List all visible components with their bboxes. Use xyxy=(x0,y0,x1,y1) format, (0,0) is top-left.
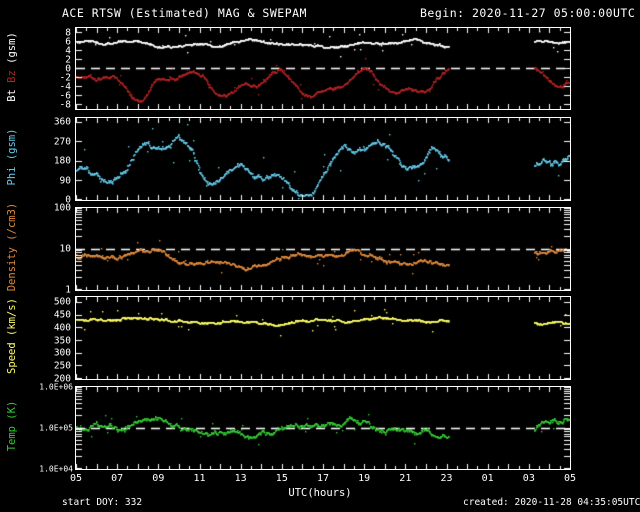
y-tick-label: 90 xyxy=(59,175,71,187)
x-tick-label: 05 xyxy=(563,473,577,484)
y-tick-label: 400 xyxy=(53,322,71,334)
y-label-part: (gsm) xyxy=(6,31,18,64)
temp-panel xyxy=(75,386,571,470)
y-tick-label: 10 xyxy=(59,243,71,255)
phi-panel-y-label: Phi (gsm) xyxy=(6,128,18,186)
y-label-part: Bt xyxy=(6,82,18,102)
speed-panel-y-label: Speed (km/s) xyxy=(6,298,18,374)
bt-bz-panel-y-label: Bt Bz (gsm) xyxy=(6,19,18,115)
y-tick-label: -4 xyxy=(59,81,71,92)
y-tick-label: -8 xyxy=(59,99,71,110)
y-tick-label: 200 xyxy=(53,373,71,385)
temp-panel-y-ticks: 1.0E+06 1.0E+05 1.0E+04 xyxy=(27,382,73,474)
y-tick-label: -2 xyxy=(59,72,71,83)
y-tick-label: -6 xyxy=(59,90,71,101)
phi-panel-y-ticks: 360 270 180 90 0 xyxy=(27,116,71,206)
x-tick-label: 19 xyxy=(358,473,371,484)
y-tick-label: 2 xyxy=(65,54,71,65)
x-tick-label: 07 xyxy=(111,473,124,484)
y-tick-label: 360 xyxy=(53,116,71,128)
y-tick-label: 270 xyxy=(53,136,71,148)
bt-bz-panel xyxy=(75,27,571,110)
x-tick-label: 17 xyxy=(316,473,330,484)
x-tick-label: 13 xyxy=(234,473,247,484)
page-title: ACE RTSW (Estimated) MAG & SWEPAM xyxy=(62,6,307,20)
phi-panel-canvas xyxy=(76,118,570,200)
bt-bz-panel-canvas xyxy=(76,28,570,109)
x-tick-label: 09 xyxy=(152,473,165,484)
y-tick-label: 500 xyxy=(53,296,71,308)
x-tick-label: 23 xyxy=(440,473,453,484)
bt-bz-panel-y-ticks: 8 6 4 2 0 -2 -4 -6 -8 xyxy=(27,27,71,110)
x-tick-label: 15 xyxy=(275,473,288,484)
x-tick-label: 03 xyxy=(522,473,535,484)
speed-panel-y-ticks: 500 450 400 350 300 250 200 xyxy=(27,296,71,385)
temp-panel-y-label: Temp (K) xyxy=(6,400,18,452)
y-tick-label: 6 xyxy=(65,36,71,47)
y-tick-label: 100 xyxy=(53,202,71,214)
x-tick-label: 21 xyxy=(399,473,412,484)
phi-panel xyxy=(75,117,571,201)
y-tick-label: 1.0E+06 xyxy=(39,382,73,392)
created-label: created: 2020-11-28 04:35:05UTC xyxy=(463,497,640,508)
y-label-part: Bz xyxy=(6,63,18,83)
x-tick-label: 01 xyxy=(481,473,494,484)
y-tick-label: 0 xyxy=(65,63,71,74)
y-tick-label: 180 xyxy=(53,155,71,167)
begin-timestamp: Begin: 2020-11-27 05:00:00UTC xyxy=(420,6,636,20)
y-tick-label: 1.0E+04 xyxy=(39,464,73,474)
y-tick-label: 350 xyxy=(53,335,71,347)
y-tick-label: 4 xyxy=(65,45,71,56)
speed-panel xyxy=(75,296,571,380)
y-tick-label: 8 xyxy=(65,27,71,38)
density-panel-y-ticks: 100 10 1 xyxy=(27,203,71,296)
y-tick-label: 450 xyxy=(53,309,71,321)
density-panel-canvas xyxy=(76,208,570,290)
y-tick-label: 1 xyxy=(65,284,71,296)
x-tick-label: 11 xyxy=(193,473,206,484)
y-tick-label: 300 xyxy=(53,347,71,359)
x-axis-label: UTC(hours) xyxy=(288,487,352,499)
y-tick-label: 1.0E+05 xyxy=(39,423,73,433)
x-tick-label: 05 xyxy=(69,473,83,484)
temp-panel-canvas xyxy=(76,387,570,469)
y-tick-label: 250 xyxy=(53,360,71,372)
y-tick-label: 0 xyxy=(65,194,71,206)
start-doy-label: start DOY: 332 xyxy=(62,497,143,508)
density-panel xyxy=(75,207,571,291)
speed-panel-canvas xyxy=(76,297,570,379)
density-panel-y-label: Density (/cm3) xyxy=(6,202,18,292)
